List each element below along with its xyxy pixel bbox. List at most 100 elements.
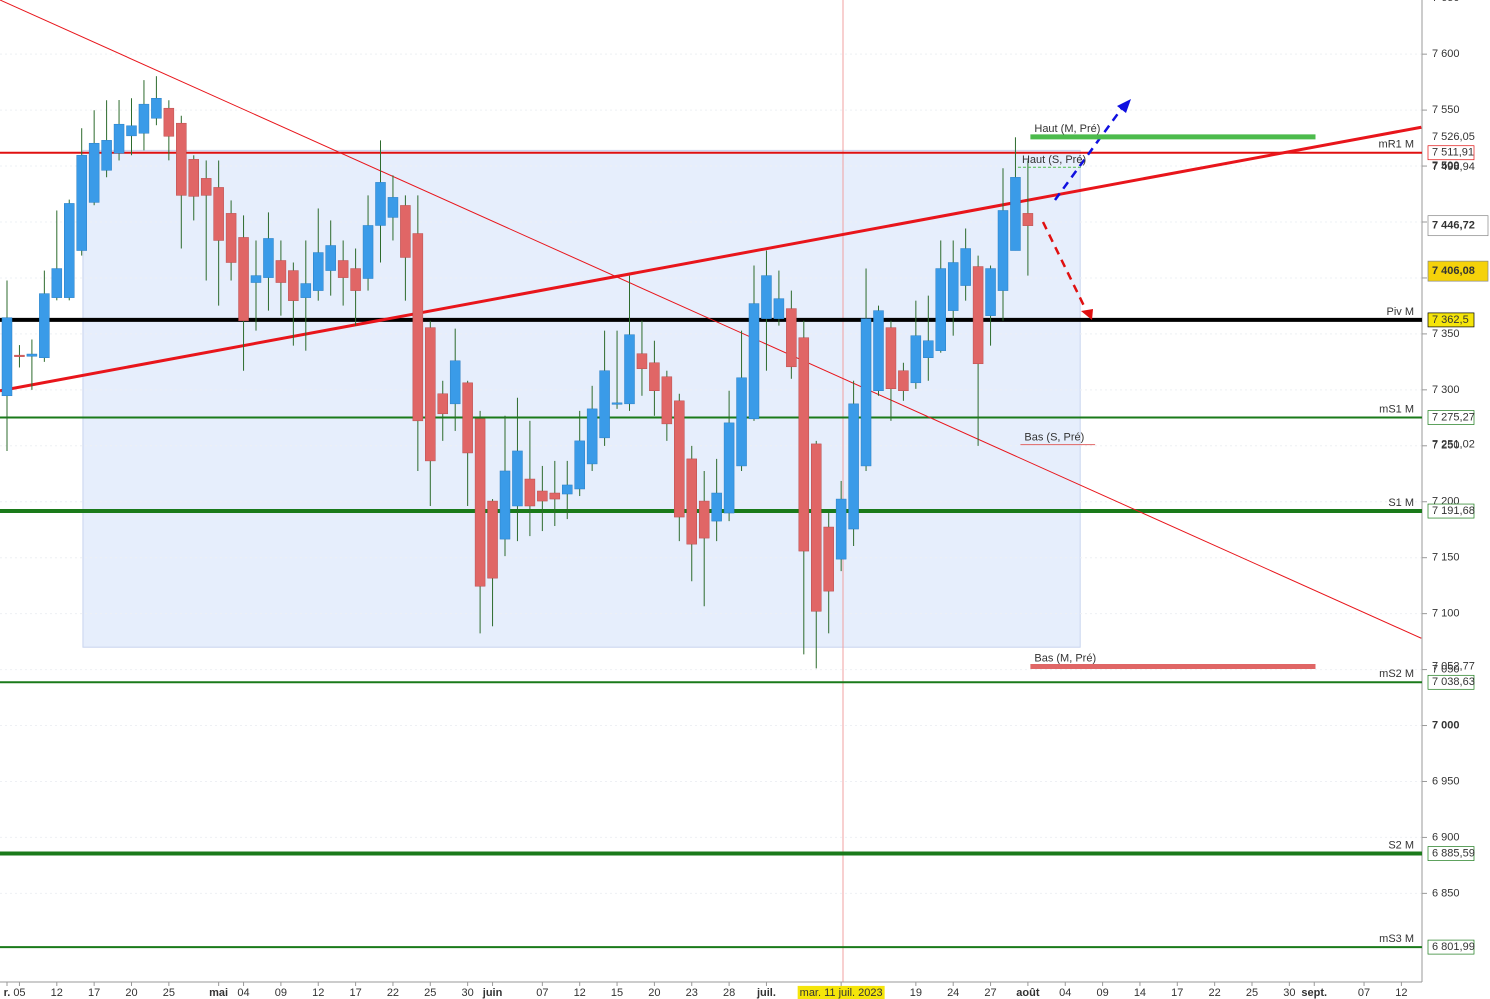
candle-body: [947, 262, 959, 311]
x-tick-label: 22: [1209, 987, 1221, 999]
candle-body: [972, 266, 984, 365]
candle-body: [524, 478, 536, 507]
level-name: mR1 M: [1379, 139, 1414, 151]
candle-body: [736, 377, 747, 467]
candle-body: [387, 197, 399, 218]
marker-name: Haut (M, Pré): [1034, 123, 1100, 135]
x-tick-label: 17: [88, 987, 100, 999]
candle-body: [313, 252, 324, 291]
candle-body: [14, 354, 25, 357]
y-tick-label: 7 300: [1432, 384, 1460, 396]
y-tick-label: 6 850: [1432, 887, 1460, 899]
candle-body: [300, 283, 312, 298]
candle-body: [773, 298, 785, 319]
candle-body: [512, 450, 523, 507]
candle-body: [748, 303, 760, 420]
x-tick-label: 17: [349, 987, 361, 999]
x-tick-label: 07: [1358, 987, 1370, 999]
marker-price: 7 526,05: [1432, 131, 1475, 143]
x-tick-label: 14: [1134, 987, 1146, 999]
candle-body: [151, 97, 162, 119]
candle-body: [64, 203, 75, 298]
candle-body: [885, 327, 897, 389]
price-label: 6 885,59: [1432, 847, 1475, 859]
marker-price: 7 052,77: [1432, 660, 1475, 672]
candle-body: [711, 492, 722, 522]
candle-body: [935, 268, 946, 351]
x-tick-label: 30: [462, 987, 474, 999]
candle-body: [462, 382, 473, 454]
candle-body: [350, 268, 361, 291]
x-tick-label: 09: [1096, 987, 1108, 999]
x-tick-label: 20: [648, 987, 660, 999]
y-tick-label: 7 600: [1432, 48, 1460, 60]
candle-body: [873, 310, 884, 391]
x-tick-label: 25: [424, 987, 436, 999]
x-tick-label: mai: [209, 987, 228, 999]
candle-body: [860, 318, 872, 467]
x-tick-label: 05: [13, 987, 25, 999]
price-box: [1427, 503, 1475, 519]
candle-body: [910, 335, 922, 384]
candle-body: [661, 376, 673, 425]
y-tick-label: 7 650: [1432, 0, 1460, 4]
candle-body: [188, 159, 199, 197]
candle-body: [337, 260, 349, 278]
y-tick-label: 7 050: [1432, 663, 1460, 675]
x-tick-label: 12: [312, 987, 324, 999]
y-tick-label: 7 550: [1432, 104, 1460, 116]
candle-body: [1022, 213, 1034, 226]
candle-body: [537, 490, 548, 502]
level-name: mS3 M: [1379, 933, 1414, 945]
candle-body: [412, 233, 424, 422]
x-tick-label: 09: [275, 987, 287, 999]
x-tick-label: 25: [1246, 987, 1258, 999]
candle-body: [823, 526, 834, 592]
x-tick-label: sept.: [1301, 987, 1327, 999]
y-tick-label: 7 000: [1432, 719, 1460, 731]
y-tick-label: 7 150: [1432, 552, 1460, 564]
candle-body: [288, 270, 299, 301]
marker-price: 7 251,02: [1432, 439, 1475, 451]
x-tick-label: 28: [723, 987, 735, 999]
candle-body: [898, 370, 909, 391]
candle-body: [835, 498, 847, 560]
x-tick-label: 25: [163, 987, 175, 999]
price-box: [1427, 410, 1475, 425]
candle-body: [649, 362, 660, 391]
x-tick-label: 12: [51, 987, 63, 999]
candle-body: [101, 140, 112, 171]
candle-body: [636, 353, 648, 369]
candle-body: [200, 178, 212, 196]
x-tick-label: 19: [910, 987, 922, 999]
candle-body: [686, 458, 697, 545]
y-tick-label: 7 250: [1432, 440, 1460, 452]
x-tick-label-highlight: mar. 11 juil. 2023: [800, 987, 883, 999]
candle-body: [176, 122, 187, 196]
marker-name: Bas (S, Pré): [1024, 432, 1084, 444]
candle-body: [574, 440, 585, 490]
level-name: S1 M: [1388, 497, 1414, 509]
candle-body: [362, 225, 374, 279]
x-tick-label: 20: [125, 987, 137, 999]
price-box: [1427, 846, 1475, 861]
x-tick-label: 04: [1059, 987, 1071, 999]
candle-body: [263, 238, 274, 278]
marker-price: 7 498,94: [1432, 161, 1475, 173]
price-label: 7 362,5: [1432, 314, 1469, 326]
price-label: 7 511,91: [1432, 147, 1474, 159]
price-label: 7 275,27: [1432, 411, 1475, 423]
level-name: Piv M: [1387, 306, 1415, 318]
candle-body: [611, 402, 623, 405]
candle-body: [674, 400, 685, 518]
price-box: [1427, 145, 1475, 161]
candle-body: [985, 268, 996, 316]
candle-body: [624, 334, 635, 405]
price-label: 7 191,68: [1432, 505, 1475, 517]
price-box: [1427, 674, 1475, 690]
candle-body: [425, 327, 436, 462]
x-tick-label: 15: [611, 987, 623, 999]
candle-body: [88, 142, 100, 203]
highlight-box: [797, 985, 885, 999]
candle-body: [437, 393, 448, 415]
